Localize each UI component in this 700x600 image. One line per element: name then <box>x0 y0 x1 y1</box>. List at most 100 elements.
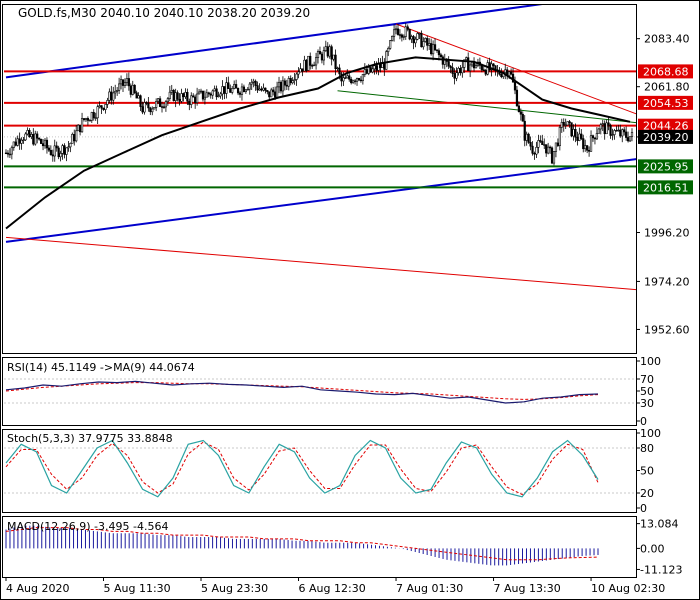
trend-line-resistance[interactable] <box>5 236 650 291</box>
candle[interactable] <box>12 141 15 151</box>
candle[interactable] <box>184 88 187 100</box>
candle[interactable] <box>129 83 132 98</box>
candle[interactable] <box>32 128 35 146</box>
candle[interactable] <box>268 91 271 100</box>
candle[interactable] <box>589 130 593 152</box>
candle[interactable] <box>104 104 107 114</box>
candle[interactable] <box>320 51 324 64</box>
trend-line-support[interactable] <box>337 90 650 124</box>
candle[interactable] <box>391 35 394 42</box>
candle[interactable] <box>106 97 109 109</box>
candle[interactable] <box>416 32 419 41</box>
candle[interactable] <box>373 60 376 75</box>
candle[interactable] <box>591 134 595 142</box>
candle[interactable] <box>449 64 452 74</box>
candle[interactable] <box>381 55 384 68</box>
candle[interactable] <box>424 37 427 43</box>
candle[interactable] <box>6 150 10 158</box>
candle[interactable] <box>22 137 25 144</box>
candle[interactable] <box>488 57 491 72</box>
candle[interactable] <box>260 86 263 92</box>
candle[interactable] <box>203 90 207 105</box>
candle[interactable] <box>92 109 95 121</box>
candle[interactable] <box>441 54 444 69</box>
candle[interactable] <box>172 88 175 102</box>
candle[interactable] <box>400 33 403 42</box>
candle[interactable] <box>430 38 433 56</box>
candle[interactable] <box>227 76 230 89</box>
candle[interactable] <box>147 96 150 112</box>
candle[interactable] <box>192 93 195 98</box>
candle[interactable] <box>556 138 559 148</box>
candle[interactable] <box>158 96 162 107</box>
candle[interactable] <box>613 128 616 140</box>
candle[interactable] <box>116 87 119 96</box>
candle[interactable] <box>112 86 115 105</box>
candle[interactable] <box>114 84 117 99</box>
candle[interactable] <box>428 38 431 50</box>
candle[interactable] <box>515 86 519 107</box>
candle[interactable] <box>336 66 339 72</box>
macd-pane[interactable] <box>5 525 599 566</box>
candle[interactable] <box>414 36 417 48</box>
candle[interactable] <box>617 124 620 132</box>
candle[interactable] <box>332 54 335 62</box>
candle[interactable] <box>447 56 450 69</box>
candle[interactable] <box>552 151 556 166</box>
candle[interactable] <box>153 107 156 110</box>
candle[interactable] <box>521 111 524 122</box>
candle[interactable] <box>285 79 288 91</box>
candle[interactable] <box>137 92 140 99</box>
candle[interactable] <box>77 124 80 132</box>
candle[interactable] <box>178 93 181 106</box>
candle[interactable] <box>408 28 411 41</box>
candle[interactable] <box>43 138 47 149</box>
candle[interactable] <box>57 145 60 160</box>
candle[interactable] <box>314 52 318 70</box>
candle[interactable] <box>609 123 612 139</box>
candle[interactable] <box>80 112 84 133</box>
rsi-pane[interactable] <box>4 378 636 404</box>
candle[interactable] <box>525 131 528 146</box>
candle[interactable] <box>289 75 292 86</box>
candle[interactable] <box>149 106 152 116</box>
candle[interactable] <box>299 63 302 73</box>
candle[interactable] <box>287 76 290 91</box>
candle[interactable] <box>63 143 66 159</box>
candle[interactable] <box>363 63 366 78</box>
candle[interactable] <box>194 94 197 109</box>
candle[interactable] <box>182 92 185 102</box>
candle[interactable] <box>566 121 569 126</box>
candle[interactable] <box>506 66 509 80</box>
candle[interactable] <box>90 111 93 123</box>
candle[interactable] <box>412 34 415 50</box>
candle[interactable] <box>564 118 567 129</box>
candle[interactable] <box>615 125 618 132</box>
candle[interactable] <box>47 145 51 153</box>
rsi-ma-line[interactable] <box>5 382 599 400</box>
candle[interactable] <box>252 78 255 88</box>
candle[interactable] <box>297 67 300 79</box>
candle[interactable] <box>519 108 522 121</box>
stoch-main-line[interactable] <box>5 439 599 498</box>
candle[interactable] <box>572 124 575 141</box>
candle[interactable] <box>350 76 353 85</box>
candle[interactable] <box>49 145 52 156</box>
candle[interactable] <box>548 145 552 154</box>
candle[interactable] <box>568 119 571 128</box>
candle[interactable] <box>238 91 242 98</box>
candle[interactable] <box>355 77 359 86</box>
candle[interactable] <box>396 23 400 36</box>
candle[interactable] <box>53 139 56 162</box>
candle[interactable] <box>71 132 74 144</box>
candle[interactable] <box>560 118 563 133</box>
candle[interactable] <box>420 30 423 48</box>
candle[interactable] <box>188 98 191 111</box>
candle[interactable] <box>599 122 602 135</box>
candle[interactable] <box>176 90 179 102</box>
candle[interactable] <box>392 24 396 42</box>
candle[interactable] <box>621 128 624 143</box>
candle[interactable] <box>18 132 21 150</box>
candle[interactable] <box>30 131 33 140</box>
candle[interactable] <box>543 138 546 150</box>
